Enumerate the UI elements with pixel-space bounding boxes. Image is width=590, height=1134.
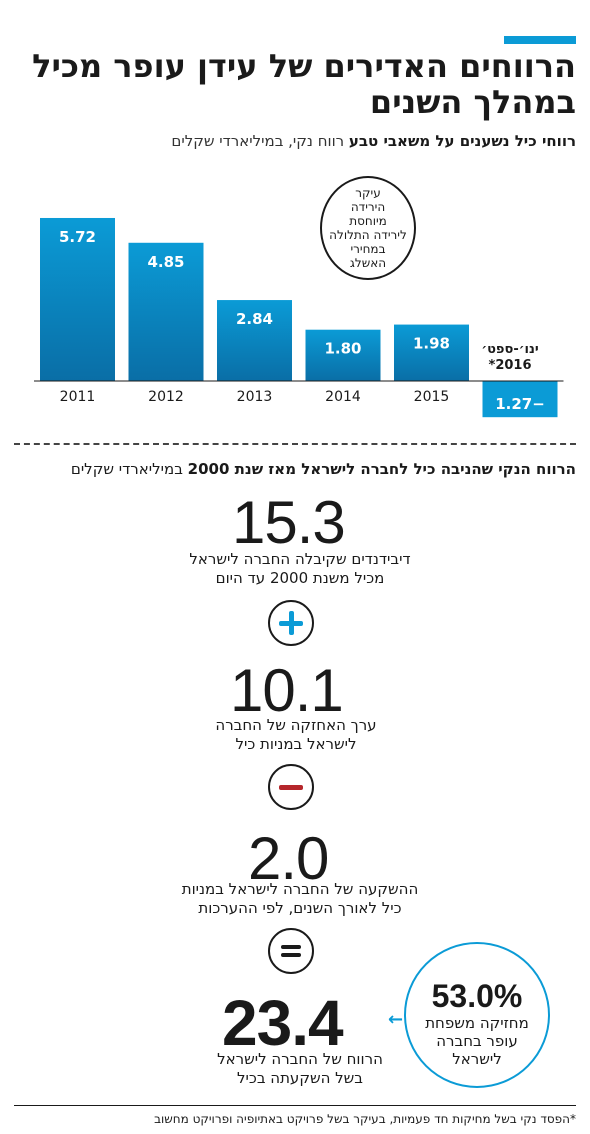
x-tick-label: 2011 xyxy=(60,389,96,405)
section-title: הרווח הנקי שהניבה כיל לחברה לישראל מאז ש… xyxy=(16,460,576,478)
bar-2012 xyxy=(128,242,204,381)
bar-value-label: 4.85 xyxy=(147,253,184,271)
minus-icon xyxy=(268,764,314,810)
holding-desc: ערך האחזקה של החברה לישראל במניות כיל xyxy=(215,716,377,753)
x-tick-label: 2015 xyxy=(414,389,450,405)
x-tick-label: 2012 xyxy=(148,389,184,405)
arrow-left-icon: ← xyxy=(388,1009,404,1030)
plus-icon xyxy=(268,600,314,646)
total-profit-desc: הרווח של החברה לישראל בשל השקעתה בכיל xyxy=(217,1050,383,1087)
dividends-desc: דיבידנדים שקיבלה החברה לישראל מכיל משנת … xyxy=(189,550,411,587)
x-tick-label: 2013 xyxy=(237,389,273,405)
bar-2013 xyxy=(217,300,292,381)
accent-bar xyxy=(504,36,576,44)
bar-period-2016 xyxy=(482,381,558,418)
bar-2015 xyxy=(394,324,469,381)
footnote-divider xyxy=(14,1105,576,1106)
bar-value-label: −1.27 xyxy=(495,395,545,413)
chart-subtitle-light: רווח נקי, במיליארדי שקלים xyxy=(171,132,345,150)
section-title-light: במיליארדי שקלים xyxy=(70,460,183,478)
period-2016-label: ינו׳-ספט׳ 2016* xyxy=(481,342,539,373)
page-title: הרווחים האדירים של עידן עופר מכיל במהלך … xyxy=(32,47,576,121)
section-title-bold: הרווח הנקי שהניבה כיל לחברה לישראל מאז ש… xyxy=(187,460,576,478)
bar-2011 xyxy=(40,217,115,381)
bar-value-label: 2.84 xyxy=(236,310,273,328)
holding-value: 10.1 xyxy=(230,657,344,724)
total-profit-value: 23.4 xyxy=(222,987,344,1059)
note-bubble: עיקר הירידה מיוחסת לירידה התלולה במחירי … xyxy=(320,176,416,280)
share-text: מחזיקה משפחת עופר בחברה לישראל xyxy=(425,1014,529,1068)
chart-subtitle-bold: רווחי כיל נשענים על משאבי טבע xyxy=(348,132,576,150)
investment-desc: ההשקעה של החברה לישראל במניות כיל לאורך … xyxy=(181,880,419,917)
footnote: *הפסד נקי בשל מחיקות חד פעמיות, בעיקר בש… xyxy=(154,1112,576,1126)
share-percent: 53.0% xyxy=(431,978,523,1014)
bar-value-label: 1.80 xyxy=(324,340,361,358)
bar-2014 xyxy=(305,329,381,381)
bar-value-label: 5.72 xyxy=(59,228,96,246)
x-tick-label: 2014 xyxy=(325,389,361,405)
bar-chart: 5.72 2011 4.85 2012 2.84 2013 1.80 2014 1.98 2015… xyxy=(34,217,564,418)
dashed-divider xyxy=(14,443,576,445)
dividends-value: 15.3 xyxy=(232,489,346,556)
equals-icon xyxy=(268,928,314,974)
bar-value-label: 1.98 xyxy=(413,335,450,353)
share-circle xyxy=(404,942,550,1088)
chart-subtitle: רווחי כיל נשענים על משאבי טבע רווח נקי, … xyxy=(16,132,576,150)
investment-value: 2.0 xyxy=(248,825,329,892)
